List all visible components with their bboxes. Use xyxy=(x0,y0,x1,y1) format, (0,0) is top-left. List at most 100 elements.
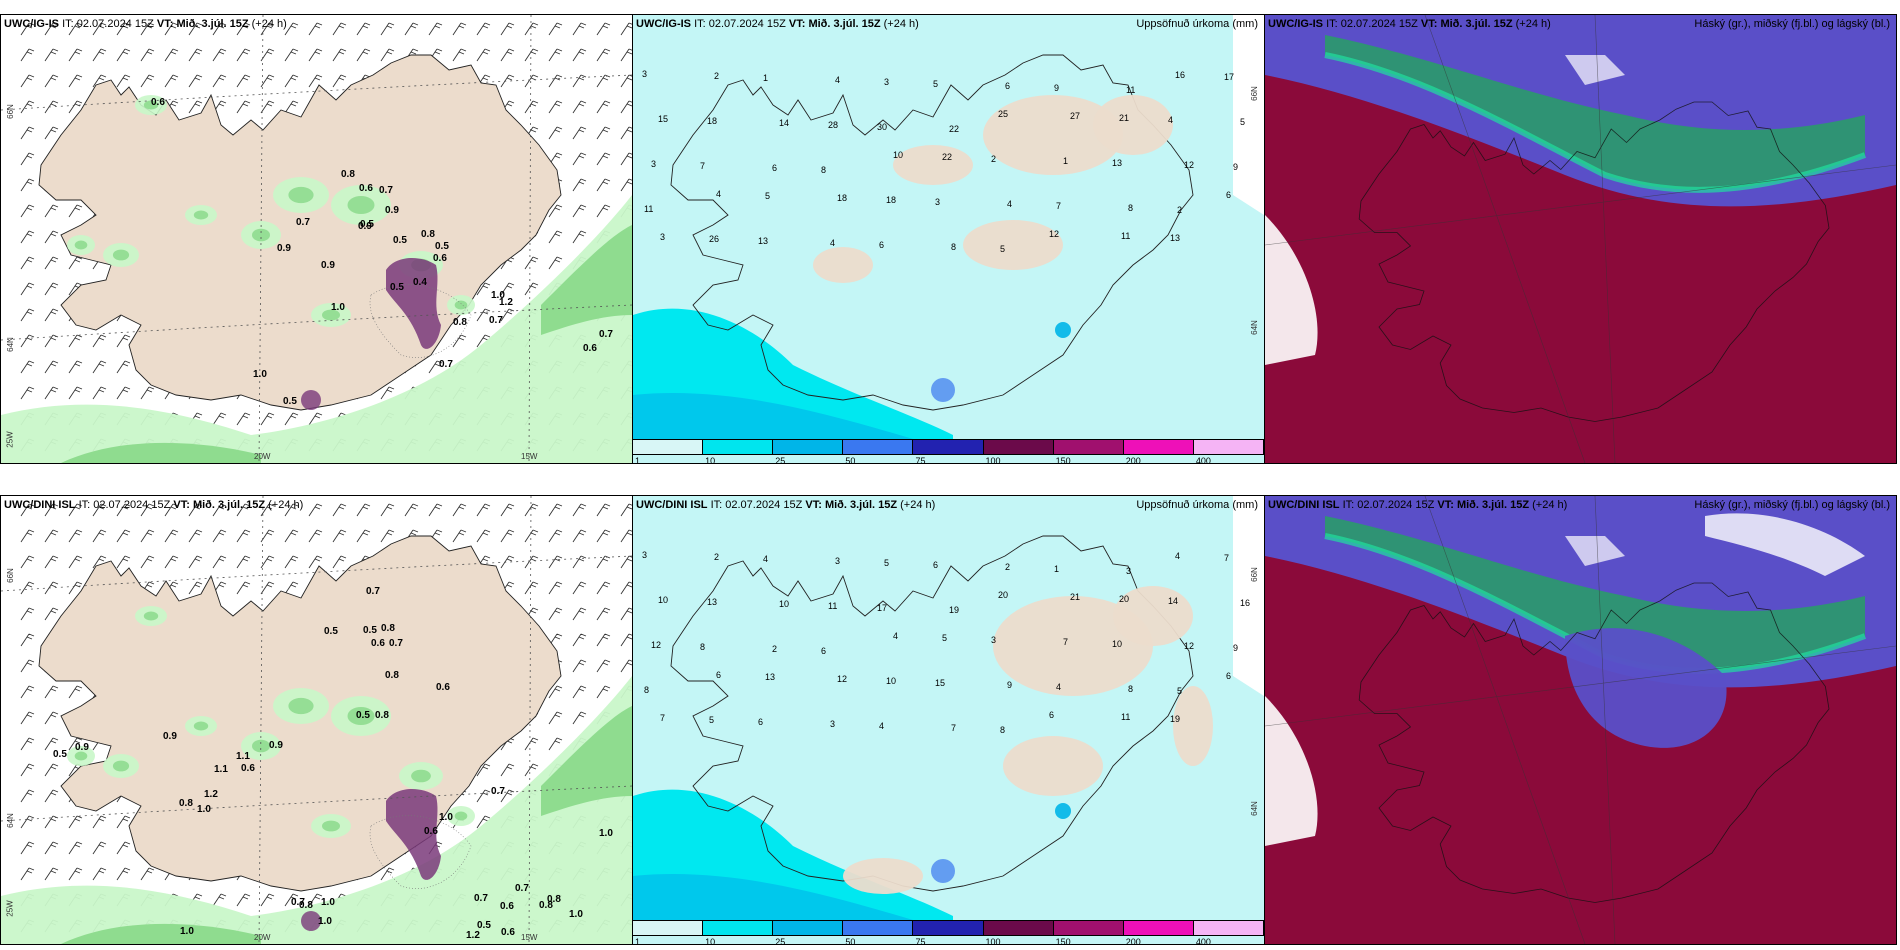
wind-barb xyxy=(44,529,59,543)
value-label: 0.8 xyxy=(547,894,561,905)
wind-barb xyxy=(44,555,59,569)
wind-barb xyxy=(428,22,443,36)
wind-barb xyxy=(308,22,323,36)
wind-barb xyxy=(212,529,227,543)
value-label: 1.2 xyxy=(466,930,480,941)
value-label: 4 xyxy=(835,75,840,85)
wind-barb xyxy=(308,74,323,88)
value-label: 11 xyxy=(644,204,653,214)
wind-barb xyxy=(452,22,467,36)
wind-barb xyxy=(524,763,539,777)
colorbar-tick: 50 xyxy=(845,456,856,464)
panel-header: UWC/DINI ISL IT: 02.07.2024 15Z VT: Mið.… xyxy=(1268,499,1568,511)
wind-barb xyxy=(212,48,227,62)
lat-label-64n: 64N xyxy=(1249,320,1259,335)
value-label: 0.9 xyxy=(358,221,372,232)
wind-barb xyxy=(476,503,491,517)
value-label: 27 xyxy=(1070,111,1080,121)
lat-label-66n: 66N xyxy=(5,104,15,119)
wind-barb xyxy=(188,74,203,88)
value-label: 0.7 xyxy=(489,315,503,326)
wind-barb xyxy=(68,555,83,569)
longitude-line xyxy=(528,496,532,944)
value-label: 0.7 xyxy=(515,883,529,894)
wind-barb xyxy=(548,555,563,569)
wind-barb xyxy=(548,74,563,88)
no-precip xyxy=(1233,15,1264,215)
colorbar-swatch xyxy=(773,920,844,936)
colorbar: 1 10 25 50 75 100 150 200 400 xyxy=(633,439,1264,464)
wind-barb xyxy=(548,204,563,218)
wind-barb xyxy=(20,178,35,192)
wind-barb xyxy=(332,48,347,62)
wind-barb xyxy=(140,867,155,881)
wind-barb xyxy=(284,555,299,569)
colorbar-tick: 400 xyxy=(1195,937,1211,945)
value-label: 7 xyxy=(1063,637,1068,647)
wind-barb xyxy=(164,74,179,88)
value-label: 0.7 xyxy=(291,897,305,908)
dry-area xyxy=(1173,686,1213,766)
wind-barb xyxy=(572,503,587,517)
value-label: 0.8 xyxy=(381,623,395,634)
iceland-coast xyxy=(1358,101,1830,422)
clear-area xyxy=(1265,215,1318,365)
dry-area xyxy=(963,220,1063,270)
wind-barb xyxy=(596,178,611,192)
wind-barb xyxy=(44,230,59,244)
wind-barb xyxy=(116,815,131,829)
wind-barb xyxy=(68,529,83,543)
wind-barb xyxy=(284,22,299,36)
value-label: 25 xyxy=(998,109,1008,119)
wind-barb xyxy=(44,204,59,218)
value-label: 13 xyxy=(707,597,717,607)
wind-barb xyxy=(380,386,395,400)
wind-barb xyxy=(44,74,59,88)
wind-barb xyxy=(20,126,35,140)
wind-barb xyxy=(140,48,155,62)
colorbar-tick: 50 xyxy=(845,937,856,945)
value-label: 6 xyxy=(716,670,721,680)
panel-title: Uppsöfnuð úrkoma (mm) xyxy=(1136,499,1258,511)
wind-barb xyxy=(140,555,155,569)
wind-barb xyxy=(20,360,35,374)
value-label: 8 xyxy=(951,242,956,252)
wind-barb xyxy=(452,529,467,543)
wind-barb xyxy=(116,841,131,855)
iceland-coast xyxy=(670,54,1194,411)
value-label: 16 xyxy=(1175,70,1185,80)
wind-barb xyxy=(572,152,587,166)
wind-barb xyxy=(260,529,275,543)
wind-barb xyxy=(620,48,632,62)
lon-label-25w: 25W xyxy=(5,900,15,917)
colorbar-swatch xyxy=(913,920,984,936)
wind-barb xyxy=(620,607,632,621)
value-label: 0.4 xyxy=(413,277,427,288)
wind-barb xyxy=(332,22,347,36)
value-label: 11 xyxy=(1121,712,1130,722)
wind-barb xyxy=(68,48,83,62)
wind-barb xyxy=(596,22,611,36)
wind-barb xyxy=(116,22,131,36)
wind-barb xyxy=(188,581,203,595)
wind-barb xyxy=(428,360,443,374)
value-label: 6 xyxy=(1005,81,1010,91)
precip-patch xyxy=(454,300,468,310)
wind-barb xyxy=(116,867,131,881)
clear-area xyxy=(1565,536,1625,566)
wind-barb xyxy=(572,100,587,114)
value-label: 0.7 xyxy=(439,359,453,370)
value-label: 0.6 xyxy=(500,901,514,912)
wind-barb xyxy=(620,581,632,595)
precip-patch xyxy=(143,611,159,621)
wind-barb xyxy=(92,529,107,543)
wind-barb xyxy=(20,841,35,855)
wind-barb xyxy=(260,22,275,36)
wind-barb xyxy=(572,581,587,595)
wind-barb xyxy=(212,412,227,426)
wind-barb xyxy=(284,412,299,426)
wind-barb xyxy=(44,22,59,36)
wind-barb xyxy=(212,74,227,88)
value-label: 8 xyxy=(821,165,826,175)
wind-barb xyxy=(476,763,491,777)
